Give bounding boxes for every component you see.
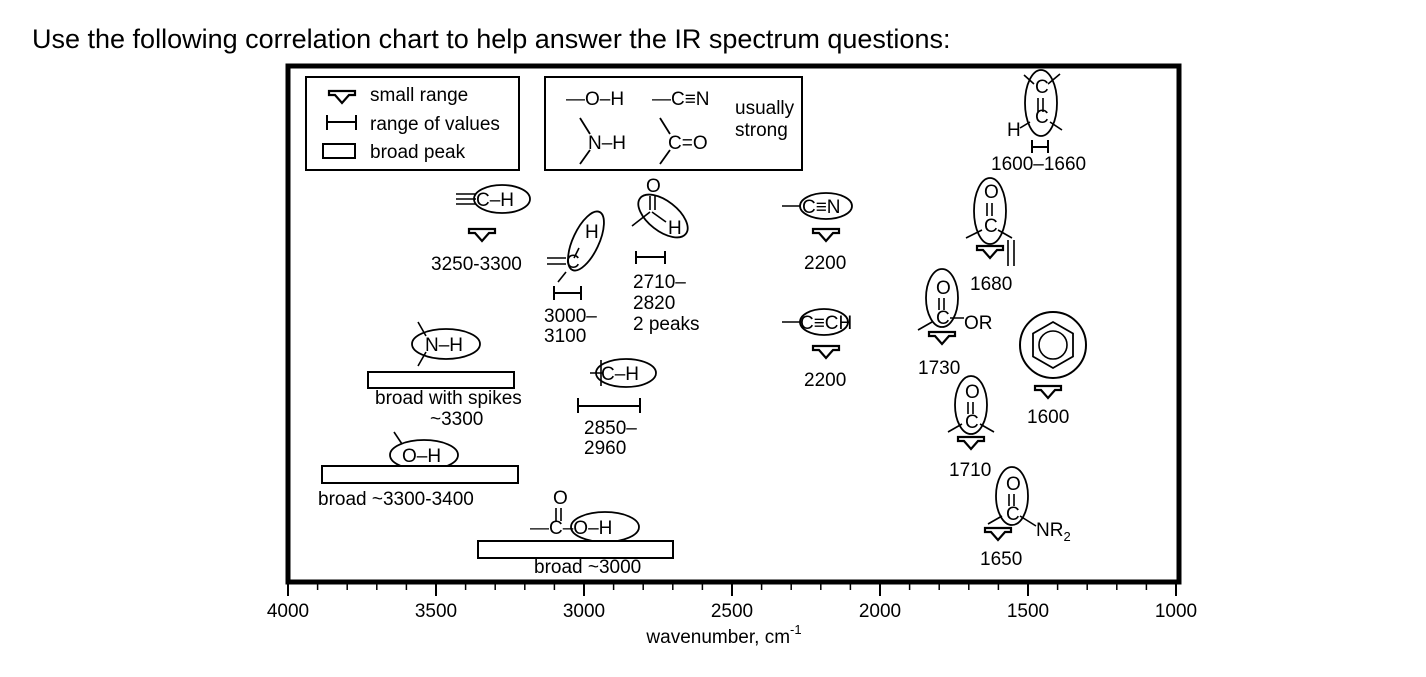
amine-nh-label-2: ~3300 xyxy=(430,409,483,430)
alkene-cc-c2: C xyxy=(1035,107,1049,128)
conj-carbonyl-o: O xyxy=(984,182,999,203)
legend-bar-icon xyxy=(326,115,357,130)
ketone-arrow-icon xyxy=(956,435,986,451)
x-tick-1000: 1000 xyxy=(1155,601,1197,622)
amide-label: 1650 xyxy=(980,549,1022,570)
conj-carbonyl-c: C xyxy=(984,216,998,237)
legend-cn: —C≡N xyxy=(652,89,710,110)
x-tick-2500: 2500 xyxy=(711,601,753,622)
legend-box-icon xyxy=(322,143,356,159)
group-amine-nh: N–H broad with spikes ~3300 xyxy=(367,321,522,430)
group-amide: O C NR2 1650 xyxy=(980,466,1071,570)
aromatic-label: 1600 xyxy=(1027,407,1069,428)
alcohol-oh-label: broad ~3300-3400 xyxy=(318,489,474,510)
amide-c: C xyxy=(1006,504,1020,525)
legend-usually: usually xyxy=(735,98,795,119)
group-alkyne-cc: C≡CH 2200 xyxy=(782,308,852,391)
aldehyde-label-2: 2820 xyxy=(633,293,675,314)
legend-small-range: small range xyxy=(370,85,468,106)
alcohol-broad-box xyxy=(321,465,519,484)
alkyne-ch-arrow-icon xyxy=(467,227,497,243)
group-conj-carbonyl: O C 1680 xyxy=(965,177,1015,295)
x-axis-label: wavenumber, cm-1 xyxy=(645,622,801,648)
instruction-text: Use the following correlation chart to h… xyxy=(32,24,951,54)
aromatic-arrow-icon xyxy=(1033,384,1063,400)
ester-o: O xyxy=(936,278,951,299)
legend-arrow-icon xyxy=(327,89,357,105)
alkyne-cc-label: 2200 xyxy=(804,370,846,391)
conj-carbonyl-arrow-icon xyxy=(975,244,1005,260)
amine-nh-formula: N–H xyxy=(425,335,463,356)
legend-broad-peak: broad peak xyxy=(370,142,466,163)
group-ester: O C OR 1730 xyxy=(917,268,993,379)
x-tick-3000: 3000 xyxy=(563,601,605,622)
alkyl-ch-label-2: 2960 xyxy=(584,438,626,459)
conj-carbonyl-label: 1680 xyxy=(970,274,1012,295)
alkene-cc-label: 1600–1660 xyxy=(991,154,1086,175)
alkyne-ch-formula: C–H xyxy=(476,190,514,211)
alcohol-oh-formula: O–H xyxy=(402,446,441,467)
acid-oh-label: broad ~3000 xyxy=(534,557,641,578)
legend-strong-word: strong xyxy=(735,120,788,141)
nitrile-formula: C≡N xyxy=(802,197,841,218)
ketone-label: 1710 xyxy=(949,460,991,481)
acid-broad-box xyxy=(477,540,674,559)
chart-frame xyxy=(285,63,1182,585)
aldehyde-label-1: 2710– xyxy=(633,272,686,293)
acid-o: O xyxy=(553,488,568,509)
group-acid-oh: O —C–O–H broad ~3000 xyxy=(477,488,674,578)
legend-strong: —O–H —C≡N N–H C=O usually strong xyxy=(544,76,803,171)
group-alkyl-ch: C–H 2850– 2960 xyxy=(577,358,657,459)
ester-arrow-icon xyxy=(927,330,957,346)
x-axis: 4000 3500 3000 2500 2000 1500 1000 waven… xyxy=(267,584,1197,648)
x-axis-tick-marks xyxy=(287,584,1177,596)
amide-o: O xyxy=(1006,474,1021,495)
ester-label: 1730 xyxy=(918,358,960,379)
alkene-ch-c: C xyxy=(566,252,580,273)
group-ketone: O C 1710 xyxy=(947,375,995,481)
nitrile-arrow-icon xyxy=(811,227,841,243)
amide-nr: NR2 xyxy=(1036,520,1071,544)
alkene-ch-label-2: 3100 xyxy=(544,326,586,347)
alkyl-ch-label-1: 2850– xyxy=(584,418,637,439)
ketone-c: C xyxy=(965,412,979,433)
alkene-cc-c1: C xyxy=(1035,77,1049,98)
x-tick-2000: 2000 xyxy=(859,601,901,622)
x-tick-4000: 4000 xyxy=(267,601,309,622)
amine-nh-label-1: broad with spikes xyxy=(375,388,522,409)
group-aldehyde-ch: O H 2710– 2820 2 peaks xyxy=(631,176,700,335)
nitrile-label: 2200 xyxy=(804,253,846,274)
alkyl-ch-formula: C–H xyxy=(601,364,639,385)
group-aromatic: 1600 xyxy=(1019,311,1087,428)
x-tick-3500: 3500 xyxy=(415,601,457,622)
acid-formula: —C–O–H xyxy=(530,518,612,539)
amide-arrow-icon xyxy=(983,526,1013,542)
group-alkene-ch: H C 3000– 3100 xyxy=(544,210,605,347)
x-tick-1500: 1500 xyxy=(1007,601,1049,622)
alkene-ch-label-1: 3000– xyxy=(544,306,597,327)
group-alcohol-oh: O–H broad ~3300-3400 xyxy=(318,431,519,510)
group-alkyne-ch: C–H 3250-3300 xyxy=(431,184,531,275)
ester-c: C xyxy=(936,308,950,329)
aldehyde-label-3: 2 peaks xyxy=(633,314,700,335)
alkyne-ch-label: 3250-3300 xyxy=(431,254,522,275)
group-alkene-cc: C C H 1600–1660 xyxy=(991,69,1086,175)
amine-broad-box xyxy=(367,371,515,389)
legend-nh: N–H xyxy=(588,133,626,154)
ketone-o: O xyxy=(965,382,980,403)
group-nitrile: C≡N 2200 xyxy=(782,192,853,274)
legend-symbols: small range range of values broad peak xyxy=(305,76,520,171)
legend-oh: —O–H xyxy=(566,89,624,110)
alkyne-cc-formula: C≡CH xyxy=(800,313,852,334)
legend-range-of-values: range of values xyxy=(370,114,500,135)
benzene-ring-icon xyxy=(1032,320,1074,370)
alkyne-cc-arrow-icon xyxy=(811,344,841,360)
aldehyde-h: H xyxy=(668,218,682,239)
legend-co: C=O xyxy=(668,133,708,154)
ester-or: OR xyxy=(964,313,993,334)
alkene-cc-h: H xyxy=(1007,120,1021,141)
alkene-ch-h: H xyxy=(585,222,599,243)
aldehyde-o: O xyxy=(646,176,661,197)
